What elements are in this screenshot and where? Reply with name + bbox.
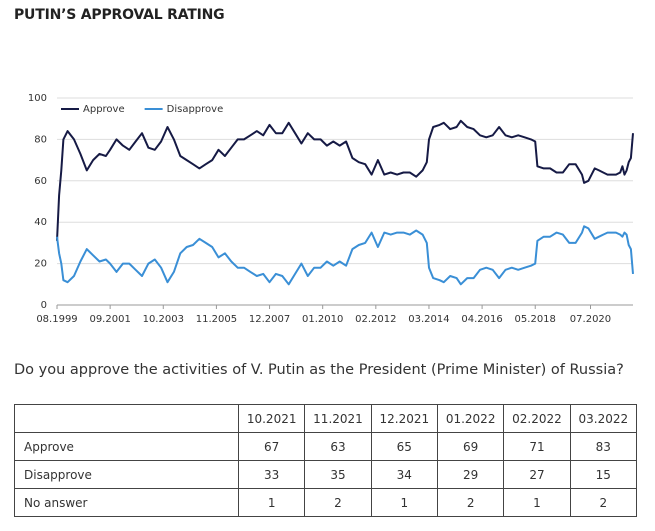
x-tick-label: 03.2014 — [408, 314, 449, 325]
cell: 63 — [304, 432, 372, 461]
cell: 34 — [370, 460, 438, 489]
cell: 27 — [503, 460, 571, 489]
cell: 69 — [436, 432, 505, 461]
x-tick-label: 05.2018 — [515, 314, 556, 325]
header-row: 10.2021 11.2021 12.2021 01.2022 02.2022 03.20… — [14, 404, 638, 433]
column-header: 01.2022 — [436, 404, 505, 433]
row-label: No answer — [14, 488, 239, 517]
cell: 71 — [503, 432, 571, 461]
legend-label: Approve — [83, 104, 125, 115]
cell: 35 — [304, 460, 372, 489]
y-tick-label: 100 — [28, 93, 47, 104]
y-tick-label: 60 — [34, 176, 47, 187]
x-tick-label: 02.2012 — [355, 314, 396, 325]
x-tick-label: 04.2016 — [461, 314, 502, 325]
cell: 1 — [237, 488, 306, 517]
x-tick-label: 01.2010 — [302, 314, 343, 325]
y-tick-label: 40 — [34, 217, 47, 228]
cell: 29 — [436, 460, 505, 489]
y-tick-label: 20 — [34, 259, 47, 270]
chart-title: PUTIN’S APPROVAL RATING — [14, 7, 225, 23]
cell: 83 — [569, 432, 638, 461]
table-row: No answer 1 2 1 2 1 2 — [14, 488, 638, 517]
cell: 65 — [370, 432, 438, 461]
column-header: 02.2022 — [503, 404, 571, 433]
cell: 2 — [436, 488, 505, 517]
x-tick-label: 07.2020 — [570, 314, 611, 325]
cell: 2 — [569, 488, 638, 517]
question: Do you approve the activities of V. Puti… — [14, 362, 624, 378]
column-header: 12.2021 — [370, 404, 438, 433]
line-0 — [56, 119, 634, 241]
x-tick-label: 09.2001 — [89, 314, 130, 325]
cell: 1 — [370, 488, 438, 517]
row-label: Disapprove — [14, 460, 239, 489]
cell: 1 — [503, 488, 571, 517]
column-header: 10.2021 — [237, 404, 306, 433]
row-label: Approve — [14, 432, 239, 461]
cell: 33 — [237, 460, 306, 489]
column-header: 03.2022 — [569, 404, 638, 433]
data-table: 10.2021 11.2021 12.2021 01.2022 02.2022 03.20… — [14, 404, 638, 517]
cell: 2 — [304, 488, 372, 517]
table-row: Approve 67 63 65 69 71 83 — [14, 432, 638, 461]
y-tick-label: 80 — [34, 134, 47, 145]
cell: 15 — [569, 460, 638, 489]
chart: 0 20 40 60 80 100 08.1999 09.2001 10.2003 11.2005… — [28, 93, 634, 325]
cell: 67 — [237, 432, 306, 461]
corner-cell — [14, 404, 239, 433]
legend-label: Disapprove — [167, 104, 224, 115]
line-1 — [56, 225, 634, 286]
y-tick-label: 0 — [41, 300, 47, 311]
table-row: Disapprove 33 35 34 29 27 15 — [14, 460, 638, 489]
x-tick-label: 11.2005 — [196, 314, 237, 325]
x-tick-label: 08.1999 — [36, 314, 77, 325]
x-tick-label: 12.2007 — [249, 314, 290, 325]
x-tick-label: 10.2003 — [143, 314, 184, 325]
column-header: 11.2021 — [304, 404, 372, 433]
